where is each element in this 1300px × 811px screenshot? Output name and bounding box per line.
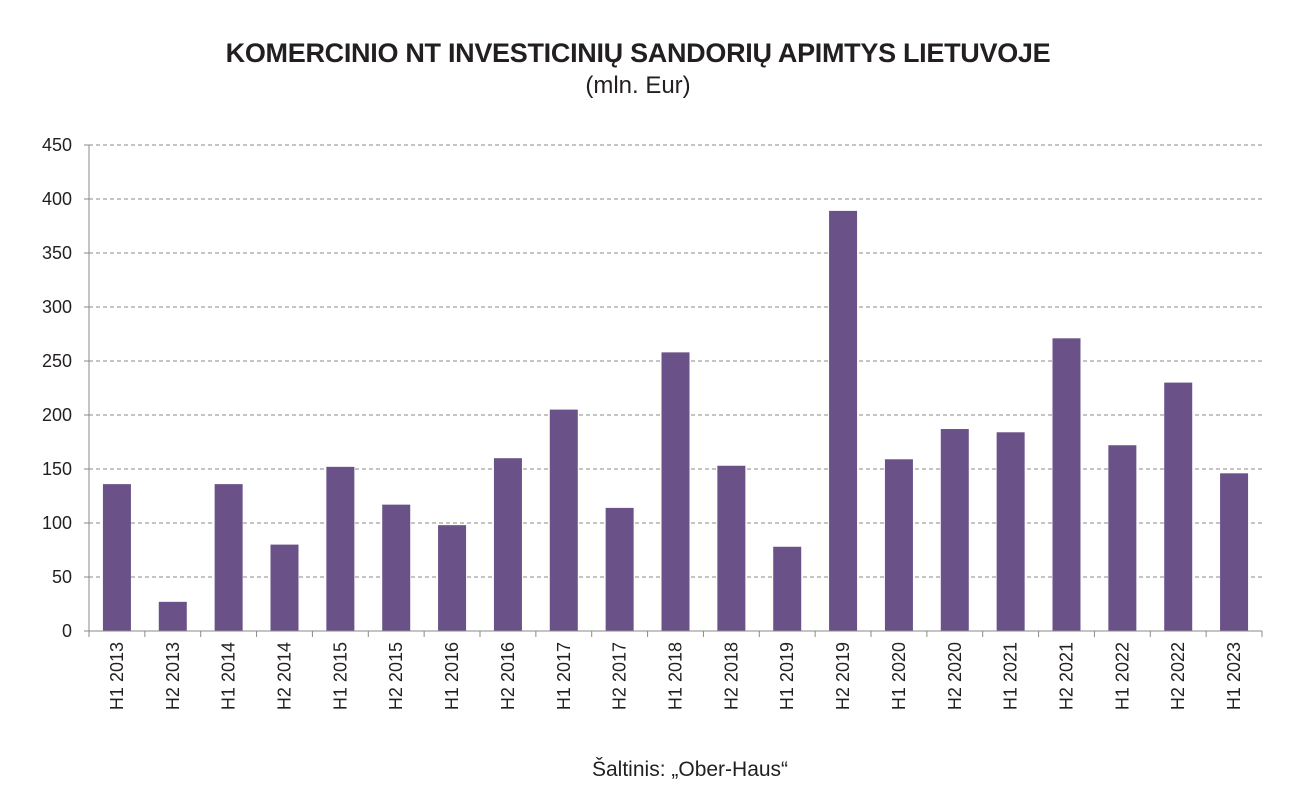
bar xyxy=(884,459,913,631)
bar xyxy=(1220,473,1249,631)
x-tick-label: H1 2014 xyxy=(219,642,239,710)
chart-title: KOMERCINIO NT INVESTICINIŲ SANDORIŲ APIM… xyxy=(225,38,1051,68)
bar xyxy=(605,507,634,631)
x-tick-label: H2 2013 xyxy=(163,642,183,710)
x-tick-label: H2 2020 xyxy=(945,642,965,710)
bar xyxy=(214,484,243,631)
x-tick-label: H2 2022 xyxy=(1168,642,1188,710)
x-tick-label: H2 2017 xyxy=(610,642,630,710)
x-tick-label: H1 2016 xyxy=(442,642,462,710)
y-tick-label: 300 xyxy=(42,297,72,317)
x-tick-label: H1 2023 xyxy=(1224,642,1244,710)
y-tick-label: 250 xyxy=(42,351,72,371)
x-tick-label: H1 2022 xyxy=(1112,642,1132,710)
bar xyxy=(438,525,467,631)
bar xyxy=(1164,382,1193,631)
x-tick-label: H2 2019 xyxy=(833,642,853,710)
bar xyxy=(382,504,411,631)
x-tick-label: H1 2021 xyxy=(1001,642,1021,710)
bar xyxy=(549,409,578,631)
bar xyxy=(829,210,858,631)
y-axis: 0 50 100 150 200 250 300 350 400 450 xyxy=(42,135,90,641)
x-tick-label: H2 2016 xyxy=(498,642,518,710)
y-tick-label: 0 xyxy=(62,621,72,641)
y-tick-label: 350 xyxy=(42,243,72,263)
x-tick-label: H1 2020 xyxy=(889,642,909,710)
bar xyxy=(717,465,746,631)
bar xyxy=(940,429,969,631)
y-tick-label: 450 xyxy=(42,135,72,155)
bar xyxy=(1108,445,1137,631)
y-tick-label: 200 xyxy=(42,405,72,425)
bar xyxy=(493,458,522,631)
x-tick-label: H2 2018 xyxy=(721,642,741,710)
bar xyxy=(158,601,187,631)
y-tick-label: 50 xyxy=(52,567,72,587)
bar xyxy=(270,544,299,631)
x-tick-label: H1 2017 xyxy=(554,642,574,710)
bar xyxy=(1052,338,1081,631)
bar xyxy=(326,466,355,631)
x-tick-label: H1 2018 xyxy=(666,642,686,710)
y-tick-label: 400 xyxy=(42,189,72,209)
y-tick-label: 150 xyxy=(42,459,72,479)
x-tick-label: H2 2014 xyxy=(275,642,295,710)
bars xyxy=(102,210,1249,631)
bar xyxy=(102,484,131,631)
bar xyxy=(661,352,690,631)
x-tick-label: H2 2015 xyxy=(386,642,406,710)
y-tick-label: 100 xyxy=(42,513,72,533)
x-tick-label: H2 2021 xyxy=(1057,642,1077,710)
x-tick-label: H1 2015 xyxy=(330,642,350,710)
source-note: Šaltinis: „Ober-Haus“ xyxy=(592,758,789,781)
bar xyxy=(996,432,1025,631)
chart-subtitle: (mln. Eur) xyxy=(585,72,691,99)
x-tick-label: H1 2019 xyxy=(777,642,797,710)
x-tick-label: H1 2013 xyxy=(107,642,127,710)
x-axis: H1 2013 H2 2013 H1 2014 H2 2014 H1 2015 H2 20… xyxy=(88,630,1263,710)
bar xyxy=(773,546,802,631)
